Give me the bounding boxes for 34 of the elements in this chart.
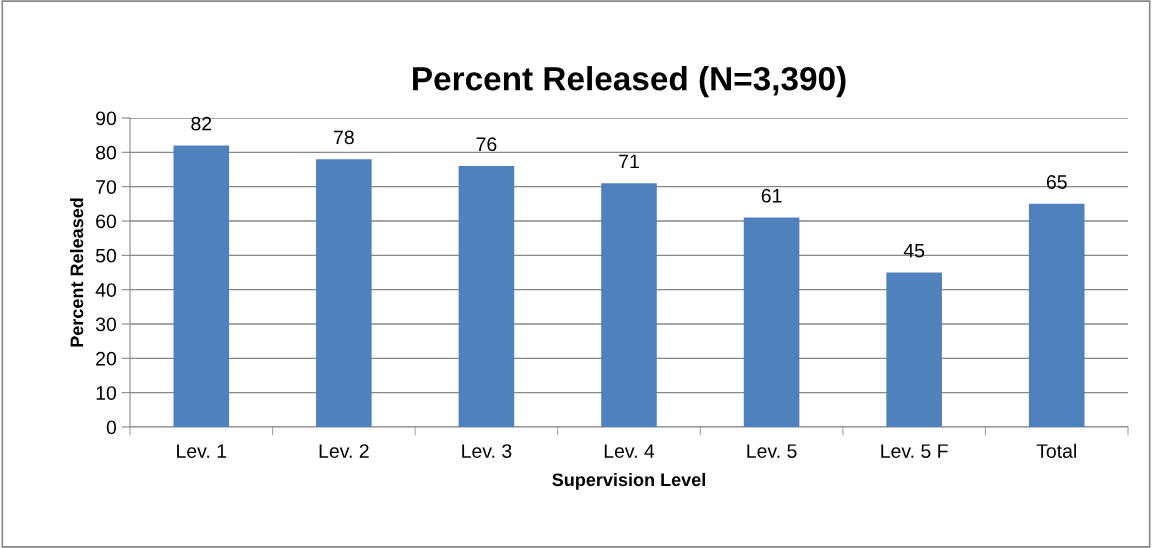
- x-tick-label: Total: [1036, 443, 1076, 458]
- x-tick-label: Lev. 4: [604, 444, 655, 458]
- bar: [886, 272, 942, 427]
- y-tick-label: 30: [95, 317, 117, 332]
- y-tick-label: 10: [96, 386, 117, 400]
- chart-title: Percent Released (N=3,390): [413, 66, 846, 98]
- data-label: 45: [903, 243, 925, 258]
- data-label: 82: [191, 116, 212, 131]
- y-tick-label: 90: [96, 111, 117, 126]
- bar: [601, 183, 657, 427]
- bar: [743, 217, 800, 427]
- data-label: 76: [476, 137, 497, 152]
- data-label: 78: [334, 130, 354, 145]
- bar: [173, 145, 230, 427]
- bar: [1028, 203, 1085, 427]
- y-tick-label: 70: [96, 180, 117, 194]
- x-axis-title: Supervision Level: [552, 472, 705, 490]
- x-tick-label: Lev. 2: [319, 444, 369, 458]
- data-label: 65: [1046, 175, 1067, 189]
- bar: [316, 159, 372, 427]
- x-tick-label: Lev. 1: [177, 444, 227, 458]
- x-tick-label: Lev. 3: [462, 444, 512, 458]
- y-tick-label: 40: [95, 283, 117, 297]
- y-tick-label: 0: [106, 420, 117, 435]
- y-tick-label: 80: [96, 145, 117, 160]
- bar: [458, 166, 515, 427]
- data-label: 71: [619, 154, 639, 169]
- data-label: 61: [761, 188, 782, 203]
- y-axis-title: Percent Released: [70, 198, 84, 347]
- x-tick-label: Lev. 5: [747, 444, 797, 458]
- y-tick-label: 20: [96, 351, 117, 366]
- x-tick-label: Lev. 5 F: [881, 444, 948, 458]
- y-tick-label: 50: [95, 248, 117, 263]
- y-tick-label: 60: [96, 214, 117, 229]
